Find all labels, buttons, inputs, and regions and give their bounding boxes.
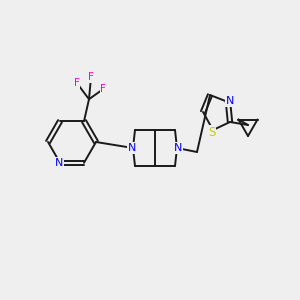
Text: N: N <box>128 143 136 153</box>
Text: F: F <box>74 78 80 88</box>
Text: N: N <box>174 143 182 153</box>
Text: F: F <box>88 72 94 82</box>
Text: F: F <box>100 84 106 94</box>
Text: N: N <box>226 96 234 106</box>
Text: N: N <box>55 158 63 168</box>
Text: S: S <box>208 125 216 139</box>
